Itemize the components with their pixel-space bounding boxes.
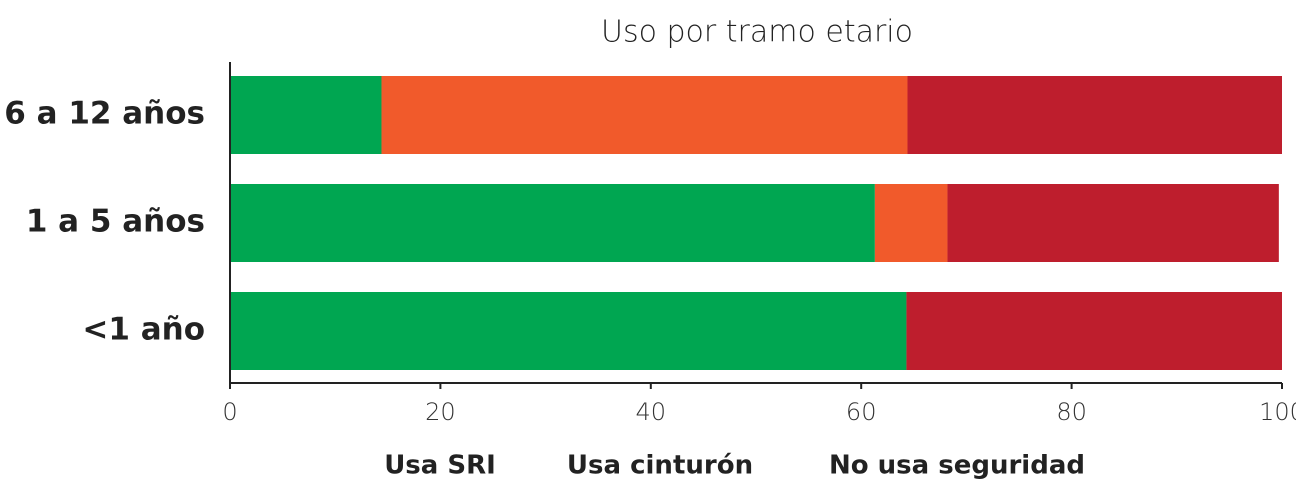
chart-title: Uso por tramo etario bbox=[601, 15, 913, 50]
bar-segment bbox=[230, 76, 382, 154]
bar-segment bbox=[230, 292, 907, 370]
legend-label: Usa cinturón bbox=[567, 451, 753, 479]
x-tick-label: 0 bbox=[222, 398, 237, 426]
bar-segment bbox=[874, 184, 948, 262]
bar-segment bbox=[906, 292, 1282, 370]
bar-segment bbox=[230, 184, 875, 262]
bar-segment bbox=[907, 76, 1282, 154]
y-tick-label: <1 año bbox=[82, 312, 205, 348]
x-tick-label: 100 bbox=[1259, 398, 1296, 426]
x-tick-label: 20 bbox=[425, 398, 456, 426]
y-tick-label: 1 a 5 años bbox=[26, 204, 205, 240]
legend-label: No usa seguridad bbox=[829, 451, 1085, 479]
x-tick-label: 40 bbox=[636, 398, 667, 426]
y-tick-label: 6 a 12 años bbox=[4, 96, 205, 132]
legend-label: Usa SRI bbox=[384, 451, 496, 479]
bar-segment bbox=[947, 184, 1279, 262]
x-tick-label: 60 bbox=[846, 398, 877, 426]
x-tick-label: 80 bbox=[1056, 398, 1087, 426]
bar-segment bbox=[381, 76, 908, 154]
